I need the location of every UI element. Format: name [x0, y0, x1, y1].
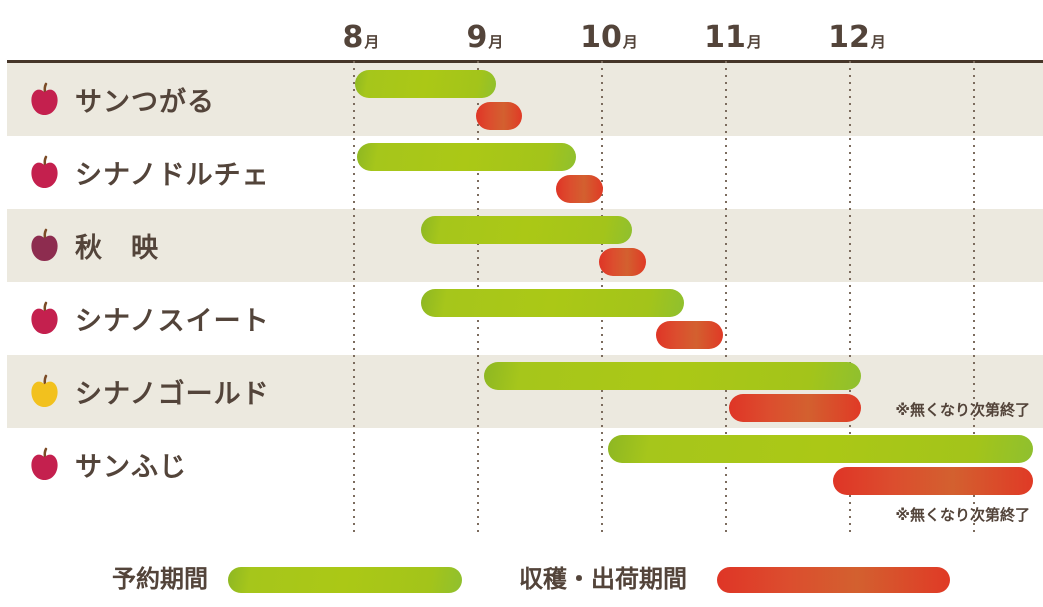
apple-body: [31, 235, 58, 262]
month-number: 8: [342, 20, 364, 55]
month-number: 9: [466, 20, 488, 55]
harvest-shipping-period-bar: [598, 248, 646, 276]
variety-name: 秋 映: [75, 233, 159, 264]
apple-body: [31, 381, 58, 408]
reservation-period-bar: [356, 143, 577, 171]
month-label: 10 月: [580, 22, 638, 54]
month-number: 10: [580, 20, 622, 55]
legend-reservation-bar: [228, 567, 462, 593]
apple-stem: [43, 155, 48, 167]
harvest-shipping-period-bar: [556, 175, 604, 203]
apple-stem: [43, 447, 48, 459]
apple-icon: [31, 82, 58, 116]
variety-name: サンふじ: [75, 452, 187, 483]
apple-icon: [31, 301, 58, 335]
harvest-shipping-period-bar: [728, 394, 862, 422]
legend-harvest-bar: [717, 567, 950, 593]
variety-name: シナノゴールド: [75, 379, 270, 410]
month-label: 11 月: [704, 22, 762, 54]
sold-out-note: ※無くなり次第終了: [895, 506, 1030, 524]
month-label: 12 月: [828, 22, 886, 54]
reservation-period-bar: [484, 362, 862, 390]
apple-stem: [43, 82, 48, 94]
apple-icon: [31, 374, 58, 408]
harvest-shipping-period-bar: [655, 321, 723, 349]
apple-stem: [43, 301, 48, 313]
apple-icon: [31, 228, 58, 262]
variety-name: サンつがる: [75, 87, 215, 118]
month-gridline: [725, 61, 727, 533]
variety-name: シナノスイート: [75, 306, 270, 337]
reservation-period-bar: [355, 70, 496, 98]
month-unit: 月: [364, 33, 380, 51]
month-gridline: [353, 61, 355, 533]
month-number: 12: [828, 20, 870, 55]
reservation-period-bar: [421, 216, 632, 244]
month-unit: 月: [622, 33, 638, 51]
harvest-shipping-period-bar: [475, 102, 522, 130]
apple-stem: [43, 228, 48, 240]
apple-icon: [31, 155, 58, 189]
apple-body: [31, 308, 58, 335]
reservation-period-bar: [421, 289, 685, 317]
variety-row: サンつがる: [7, 63, 1043, 136]
apple-stem: [43, 374, 48, 386]
month-unit: 月: [870, 33, 886, 51]
sold-out-note: ※無くなり次第終了: [895, 401, 1030, 419]
apple-body: [31, 89, 58, 116]
legend-harvest-label: 収穫・出荷期間: [519, 565, 687, 593]
apple-body: [31, 162, 58, 189]
reservation-period-bar: [608, 435, 1033, 463]
legend-reservation-label: 予約期間: [112, 565, 208, 593]
apple-icon: [31, 447, 58, 481]
month-number: 11: [704, 20, 746, 55]
apple-body: [31, 454, 58, 481]
month-gridline: [849, 61, 851, 533]
month-gridline: [973, 61, 975, 533]
variety-name: シナノドルチェ: [75, 160, 270, 191]
month-unit: 月: [746, 33, 762, 51]
header-rule: [7, 60, 1043, 63]
month-unit: 月: [488, 33, 504, 51]
harvest-shipping-period-bar: [832, 467, 1033, 495]
